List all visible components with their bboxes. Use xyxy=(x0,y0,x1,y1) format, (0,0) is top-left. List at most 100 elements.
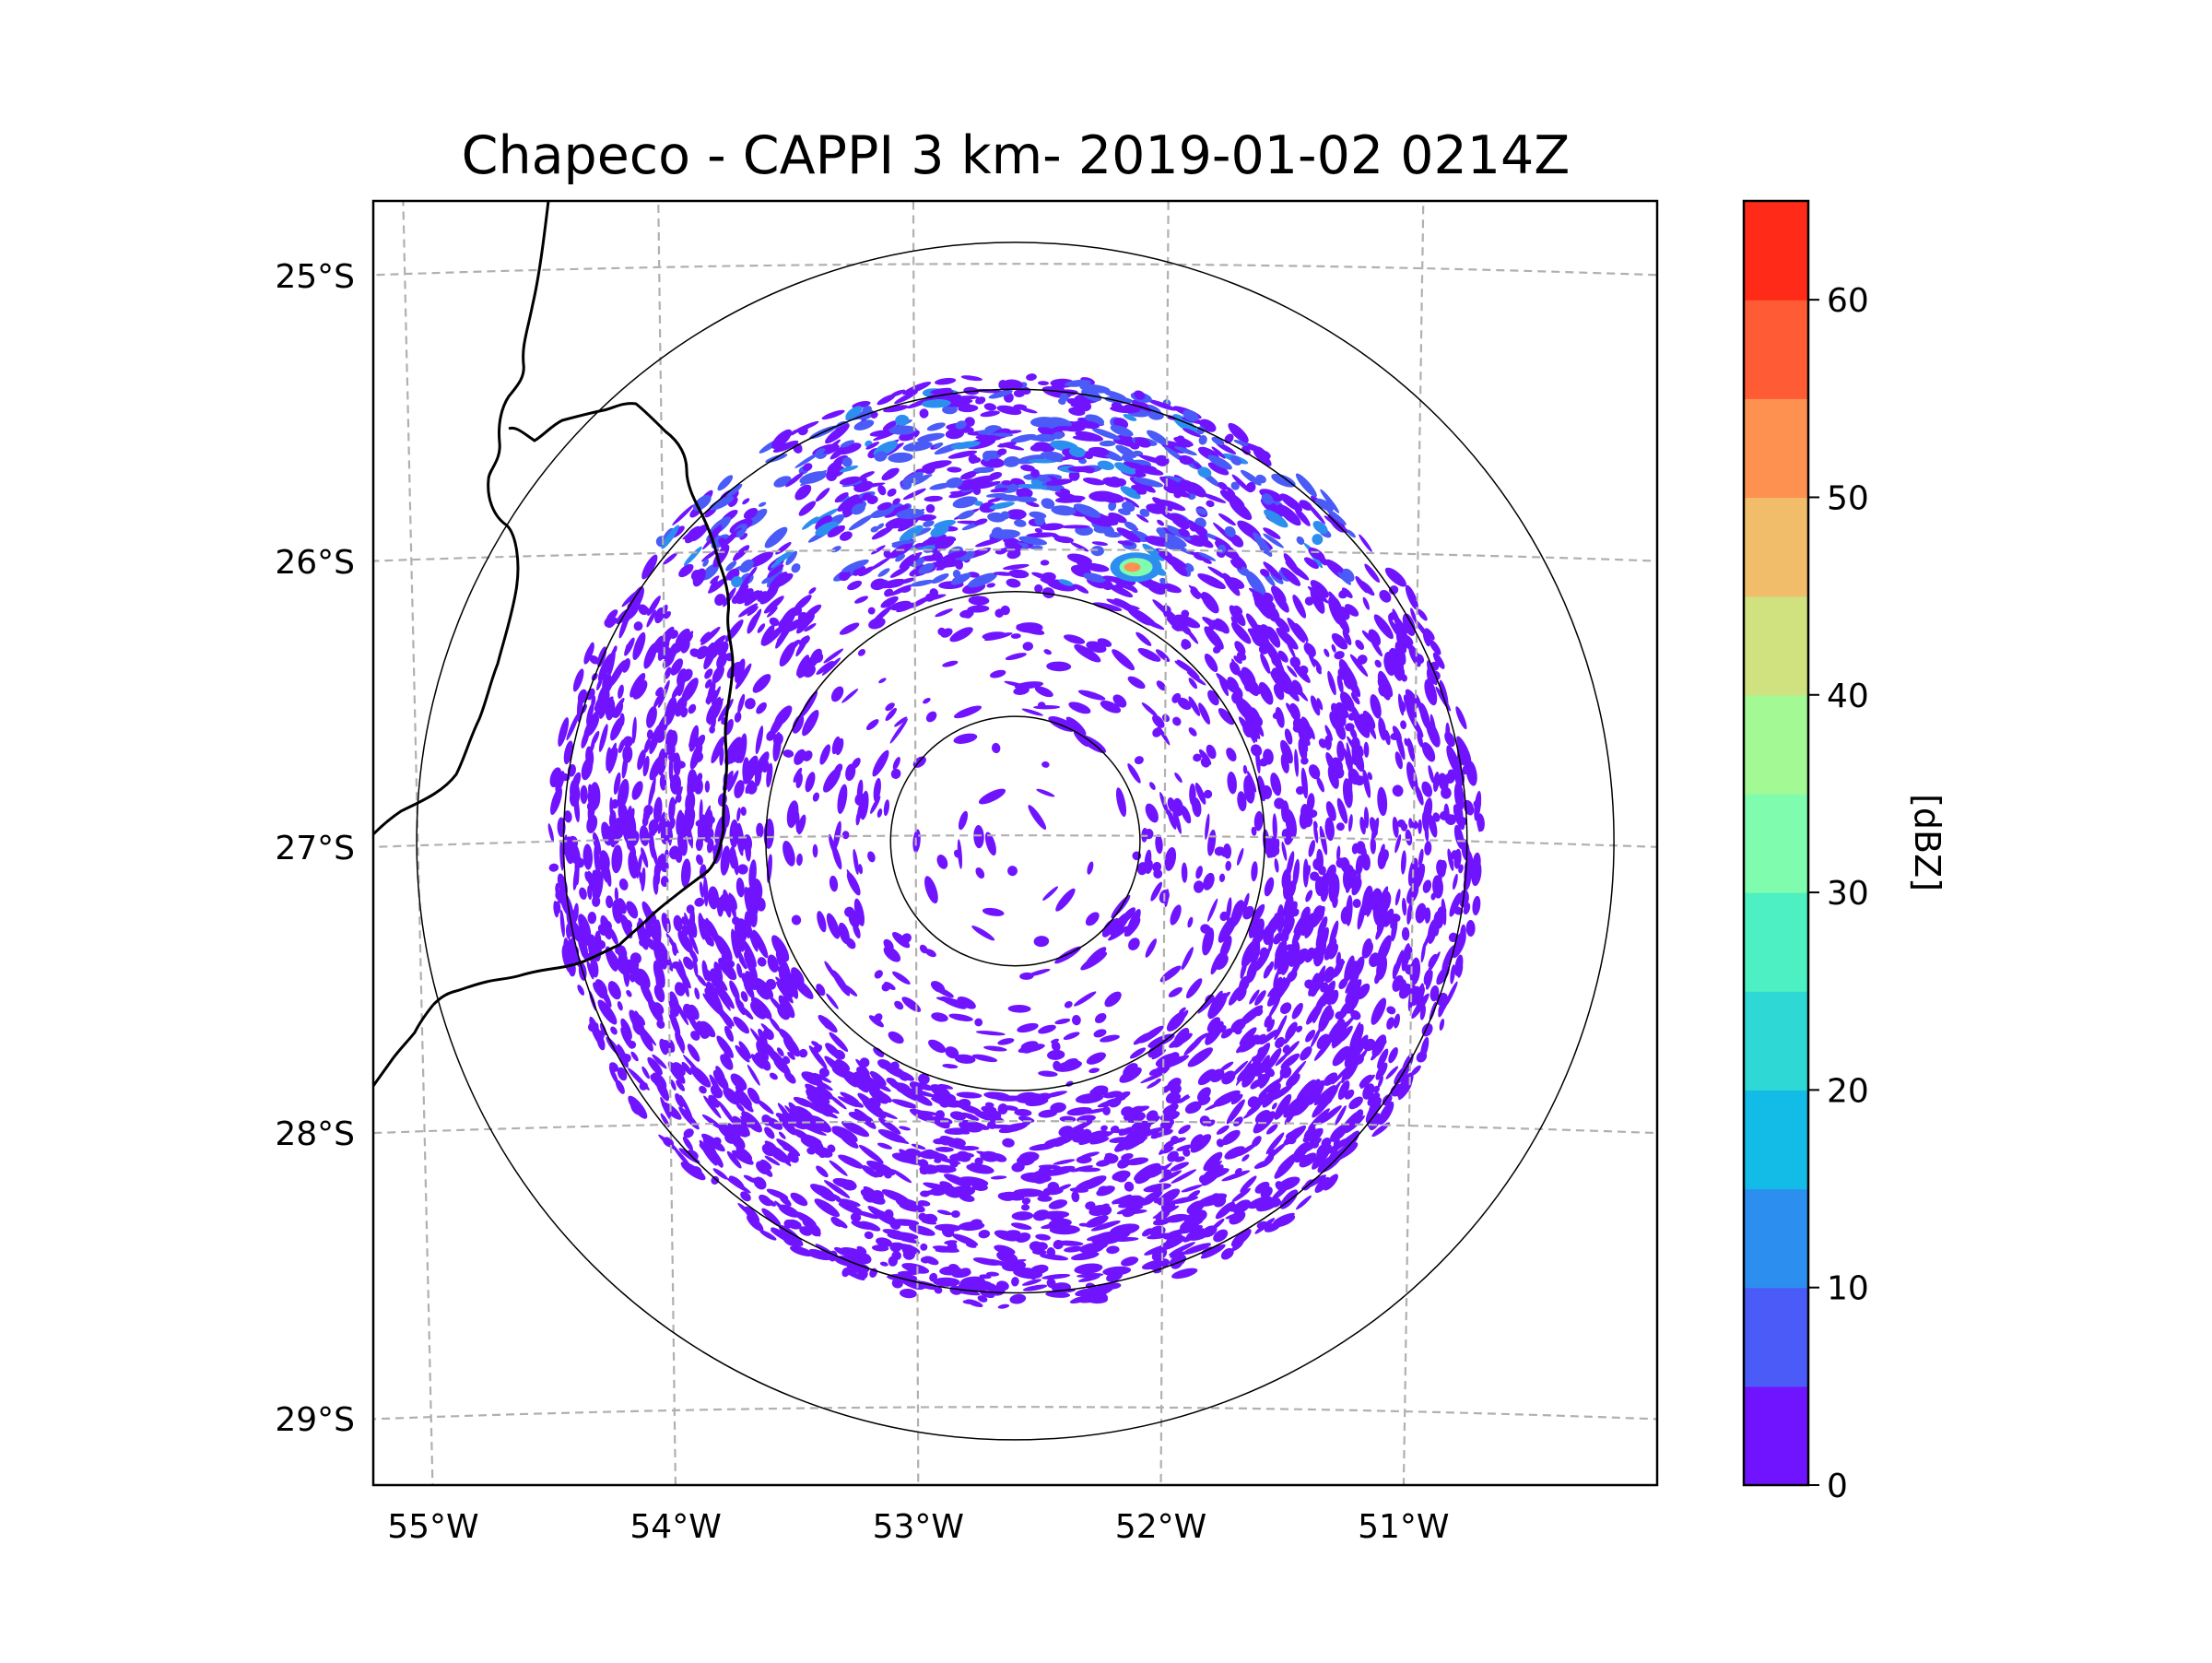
echo-speck xyxy=(1224,1146,1245,1160)
echo-speck xyxy=(1271,585,1287,604)
echo-speck xyxy=(1267,985,1277,997)
y-tick-label: 27°S xyxy=(275,830,355,867)
echo-speck xyxy=(567,835,579,851)
echo-speck xyxy=(577,985,585,996)
echo-speck xyxy=(1226,748,1237,761)
echo-speck xyxy=(1283,894,1294,919)
echo-speck xyxy=(918,1212,928,1221)
echo-speck xyxy=(1316,698,1324,711)
echo-speck xyxy=(1247,628,1260,639)
echo-speck xyxy=(1211,1218,1225,1230)
echo-speck xyxy=(771,935,790,961)
echo-speck xyxy=(705,981,720,1006)
echo-speck xyxy=(1268,1149,1277,1158)
echo-speck xyxy=(570,779,581,807)
echo-speck xyxy=(834,492,849,503)
chart-title: Chapeco - CAPPI 3 km- 2019-01-02 0214Z xyxy=(462,125,1571,186)
echo-speck xyxy=(1125,1157,1149,1166)
echo-speck xyxy=(682,1136,693,1151)
echo-speck xyxy=(685,791,696,814)
echo-speck xyxy=(958,404,979,413)
echo-speck xyxy=(1202,927,1215,956)
echo-speck xyxy=(854,596,868,604)
echo-speck xyxy=(1152,861,1162,872)
echo-speck xyxy=(765,1116,783,1130)
echo-speck xyxy=(853,898,865,926)
echo-speck xyxy=(1186,671,1206,686)
echo-speck xyxy=(1088,1067,1100,1074)
echo-speck xyxy=(1349,984,1360,1009)
echo-speck xyxy=(694,987,700,1000)
echo-speck xyxy=(918,1073,930,1085)
echo-speck xyxy=(1162,476,1185,484)
echo-speck xyxy=(1113,598,1137,614)
echo-speck xyxy=(674,982,686,997)
echo-speck xyxy=(888,425,917,435)
echo-speck xyxy=(1320,489,1340,513)
echo-speck xyxy=(674,785,683,805)
echo-speck xyxy=(813,1072,832,1083)
echo-speck xyxy=(593,832,602,855)
echo-speck xyxy=(1274,1093,1292,1120)
echo-speck xyxy=(1429,639,1441,655)
echo-speck xyxy=(730,1073,747,1091)
echo-speck xyxy=(619,713,625,727)
echo-speck xyxy=(920,1243,928,1251)
echo-speck xyxy=(867,851,876,863)
echo-speck xyxy=(647,998,664,1023)
echo-speck xyxy=(1286,1073,1300,1088)
echo-speck xyxy=(966,1299,983,1308)
echo-speck xyxy=(1286,1060,1307,1085)
echo-speck xyxy=(1325,801,1336,821)
echo-speck xyxy=(1327,670,1336,696)
x-tick-label: 55°W xyxy=(387,1508,478,1546)
echo-speck xyxy=(815,448,828,459)
echo-speck xyxy=(1150,1132,1161,1139)
echo-speck xyxy=(958,510,975,520)
echo-speck xyxy=(1275,1036,1286,1049)
x-tick-label: 52°W xyxy=(1115,1508,1206,1546)
echo-speck xyxy=(720,845,731,876)
echo-speck xyxy=(983,403,997,411)
echo-speck xyxy=(1465,760,1477,786)
echo-speck xyxy=(1405,829,1413,846)
echo-speck xyxy=(1141,1190,1163,1205)
echo-speck xyxy=(747,606,759,617)
echo-speck xyxy=(931,1152,948,1162)
echo-speck xyxy=(1388,1046,1398,1064)
echo-speck xyxy=(994,1230,1019,1242)
echo-speck xyxy=(996,405,1022,416)
echo-speck xyxy=(683,1055,702,1077)
echo-speck xyxy=(1427,951,1441,974)
echo-speck xyxy=(691,1165,702,1175)
echo-speck xyxy=(1324,994,1335,1006)
echo-speck xyxy=(1436,859,1446,878)
echo-speck xyxy=(1029,1241,1043,1252)
echo-speck xyxy=(1340,906,1351,925)
echo-speck xyxy=(1353,956,1365,978)
echo-speck xyxy=(1427,919,1438,944)
echo-speck xyxy=(1105,1282,1122,1290)
echo-speck xyxy=(957,996,976,1009)
echo-speck xyxy=(1214,846,1226,856)
echo-speck xyxy=(1401,822,1408,832)
echo-speck xyxy=(841,688,859,703)
echo-speck xyxy=(1312,769,1318,778)
echo-speck xyxy=(1228,985,1243,1006)
echo-speck xyxy=(1339,691,1355,713)
echo-speck xyxy=(785,472,805,488)
echo-speck xyxy=(974,1157,983,1166)
echo-speck xyxy=(1333,959,1345,977)
echo-speck xyxy=(869,430,890,437)
echo-speck xyxy=(1444,773,1455,784)
echo-speck xyxy=(1137,1126,1164,1138)
echo-speck xyxy=(767,607,778,618)
echo-speck xyxy=(1106,1245,1120,1255)
echo-speck xyxy=(1220,1028,1233,1039)
echo-speck xyxy=(620,1018,632,1040)
echo-speck xyxy=(572,668,584,692)
echo-speck xyxy=(1270,1182,1291,1201)
echo-speck xyxy=(1004,1258,1027,1266)
echo-speck xyxy=(952,496,978,509)
echo-speck xyxy=(1230,1229,1252,1247)
